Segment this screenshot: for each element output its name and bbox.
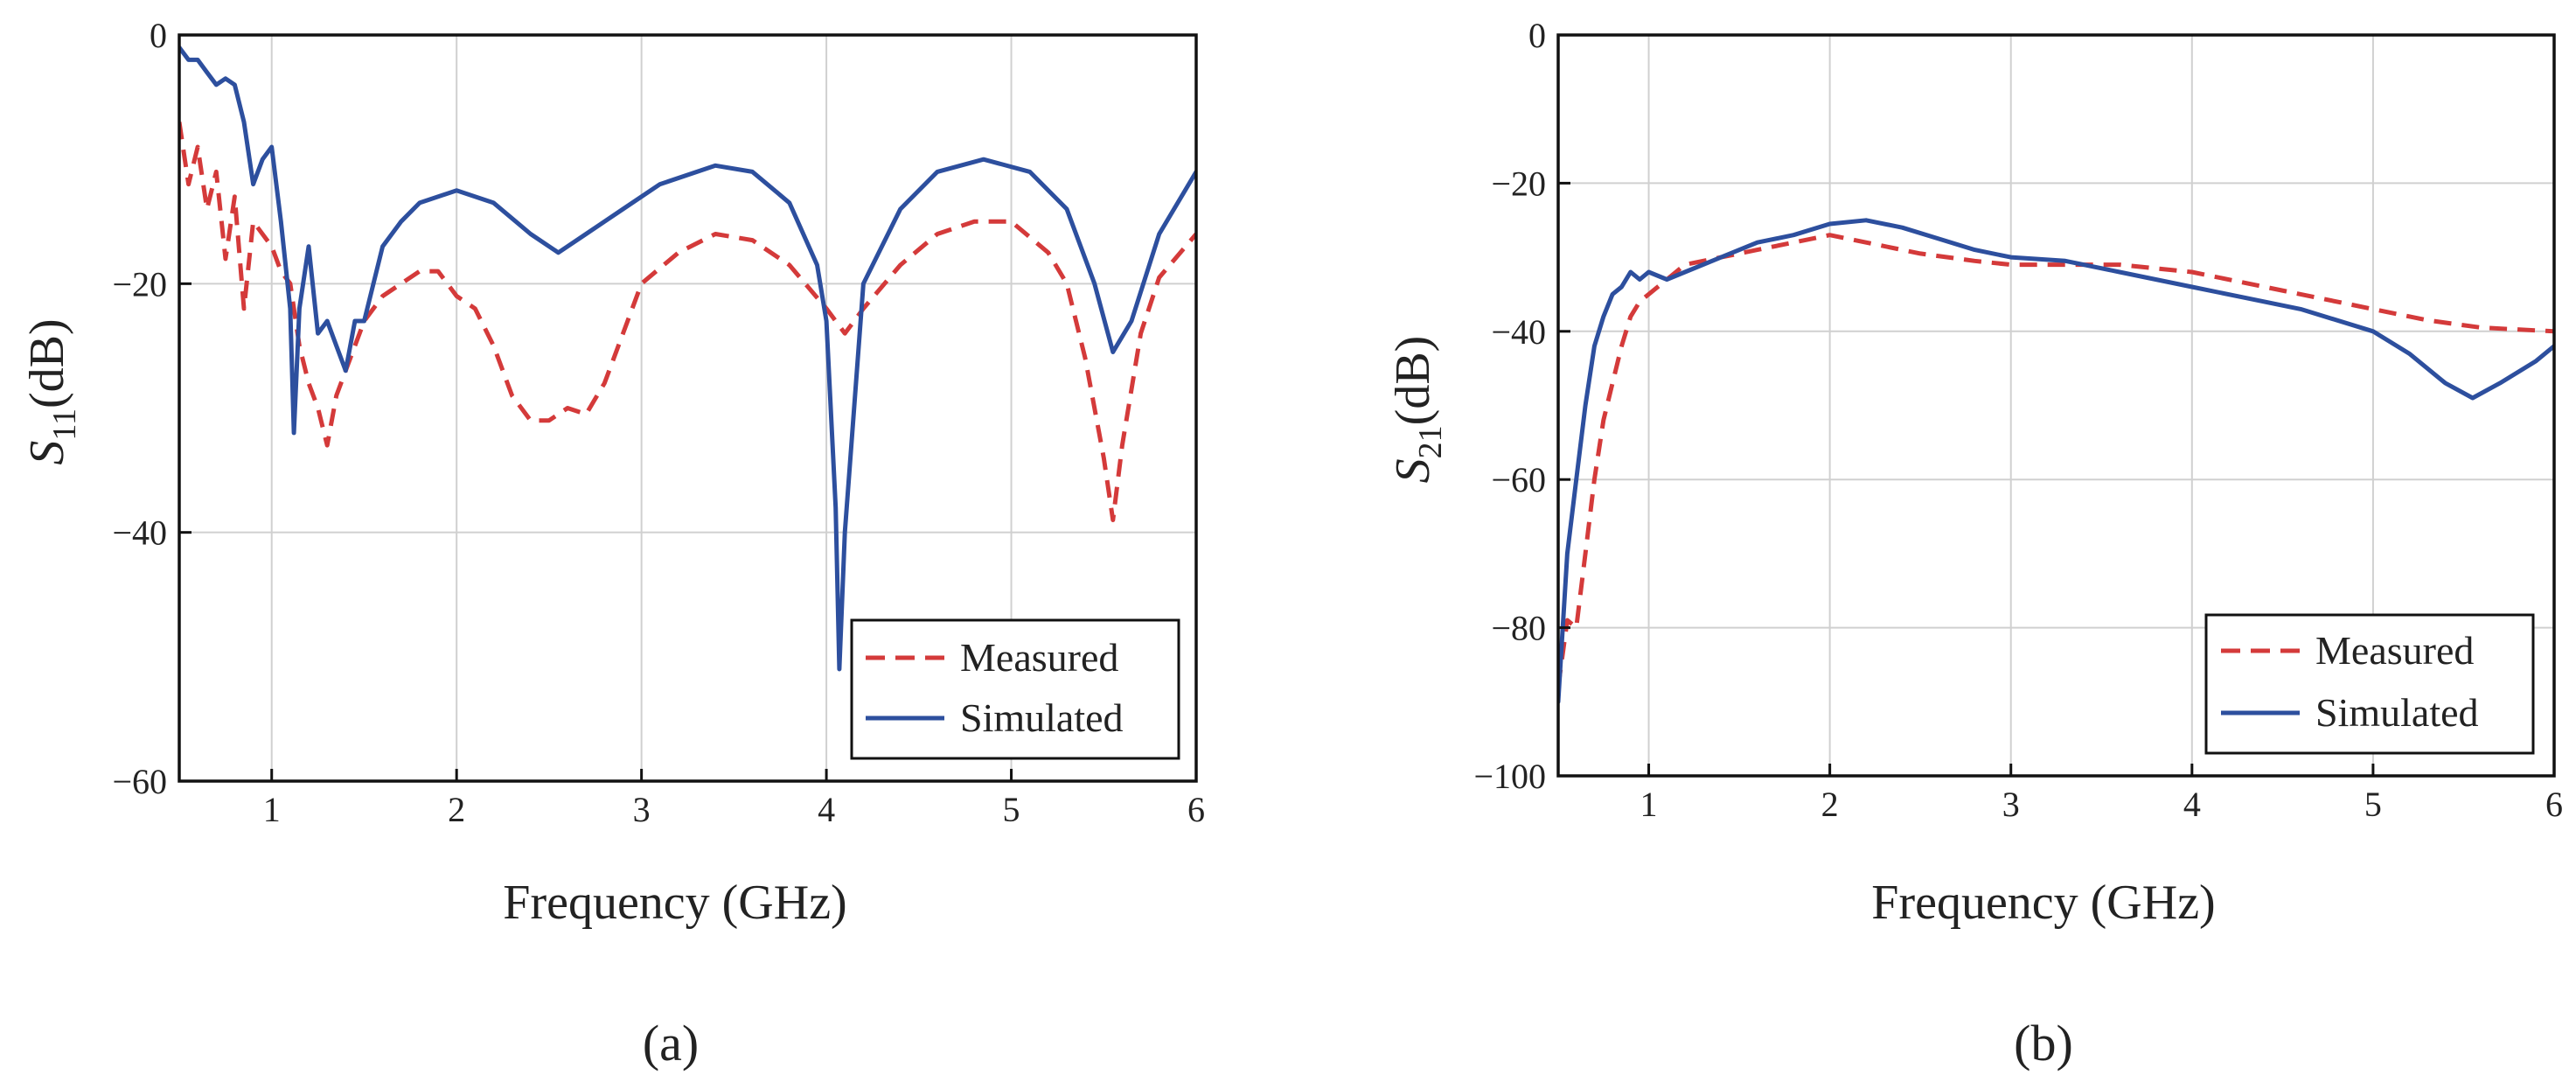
- chart-b-ytick-label: −100: [1473, 757, 1546, 796]
- chart-b-ytick-label: −80: [1491, 609, 1546, 648]
- chart-b-legend: Measured Simulated: [2204, 613, 2535, 755]
- chart-a-ticks: 1 2 3 4 5 6 0 −20 −40 −60: [112, 16, 1205, 829]
- chart-a-series-measured: [179, 122, 1196, 522]
- chart-b-xtick-label: 2: [1821, 785, 1839, 824]
- chart-b-xtick-label: 6: [2545, 785, 2563, 824]
- chart-b-ytick-label: −20: [1491, 164, 1546, 203]
- chart-a-ytick-label: −20: [112, 264, 167, 304]
- chart-a-legend-measured: Measured: [960, 635, 1118, 680]
- chart-b-xtick-label: 1: [1640, 785, 1658, 824]
- chart-a-ylabel: S11(dB): [20, 318, 83, 464]
- chart-a-legend: Measured Simulated: [850, 618, 1180, 760]
- chart-b: 1 2 3 4 5 60−20−40−60−80−100 Frequency (GHz) …: [1386, 16, 2563, 1072]
- chart-a-caption: (a): [643, 1015, 699, 1072]
- chart-b-frame: [1556, 33, 2556, 778]
- chart-b-ylabel: S21(dB): [1386, 336, 1449, 484]
- chart-a-legend-simulated: Simulated: [960, 695, 1124, 740]
- chart-a: 1 2 3 4 5 6 0 −20 −40 −60 Frequency (GHz) S11(dB)…: [20, 16, 1205, 1072]
- chart-a-xtick-label: 4: [818, 790, 835, 829]
- chart-a-xtick-label: 3: [633, 790, 651, 829]
- chart-a-xlabel: Frequency (GHz): [503, 876, 846, 930]
- chart-a-ylabel-unit: (dB): [20, 318, 74, 408]
- chart-b-ytick-label: 0: [1528, 16, 1546, 55]
- chart-a-xtick-label: 5: [1003, 790, 1020, 829]
- chart-a-xtick-label: 6: [1187, 790, 1205, 829]
- chart-b-xlabel: Frequency (GHz): [1871, 876, 2215, 930]
- chart-a-series: [179, 45, 1196, 672]
- chart-a-xtick-label: 1: [263, 790, 281, 829]
- chart-a-ytick-label: −60: [112, 762, 167, 801]
- chart-b-xtick-label: 5: [2364, 785, 2382, 824]
- chart-b-series-measured: [1558, 233, 2554, 688]
- chart-a-frame: [178, 33, 1198, 783]
- chart-b-xtick-label: 4: [2183, 785, 2201, 824]
- chart-a-ytick-label: 0: [150, 16, 167, 55]
- chart-b-caption: (b): [2014, 1015, 2073, 1072]
- svg-text:S11(dB): S11(dB): [20, 318, 83, 464]
- chart-b-ytick-label: −60: [1491, 460, 1546, 499]
- chart-b-series: [1558, 218, 2554, 704]
- chart-b-legend-measured: Measured: [2315, 628, 2474, 673]
- chart-b-series-simulated: [1558, 218, 2554, 704]
- chart-b-xtick-label: 3: [2002, 785, 2020, 824]
- chart-b-ytick-label: −40: [1491, 312, 1546, 352]
- chart-b-ticks: 1 2 3 4 5 6 0 −20 −40 −60 −80 −100: [1473, 16, 2563, 824]
- chart-a-ylabel-sub: 11: [46, 408, 83, 441]
- svg-text:S21(dB): S21(dB): [1386, 336, 1449, 484]
- chart-b-ylabel-sub: 21: [1412, 425, 1449, 458]
- chart-b-legend-simulated: Simulated: [2315, 690, 2479, 735]
- chart-a-xtick-label: 2: [448, 790, 465, 829]
- chart-b-ylabel-main: S: [1386, 458, 1440, 483]
- chart-a-ytick-label: −40: [112, 513, 167, 553]
- chart-a-ylabel-main: S: [20, 441, 74, 465]
- chart-b-ylabel-unit: (dB): [1386, 336, 1440, 426]
- chart-a-series-simulated: [179, 45, 1196, 672]
